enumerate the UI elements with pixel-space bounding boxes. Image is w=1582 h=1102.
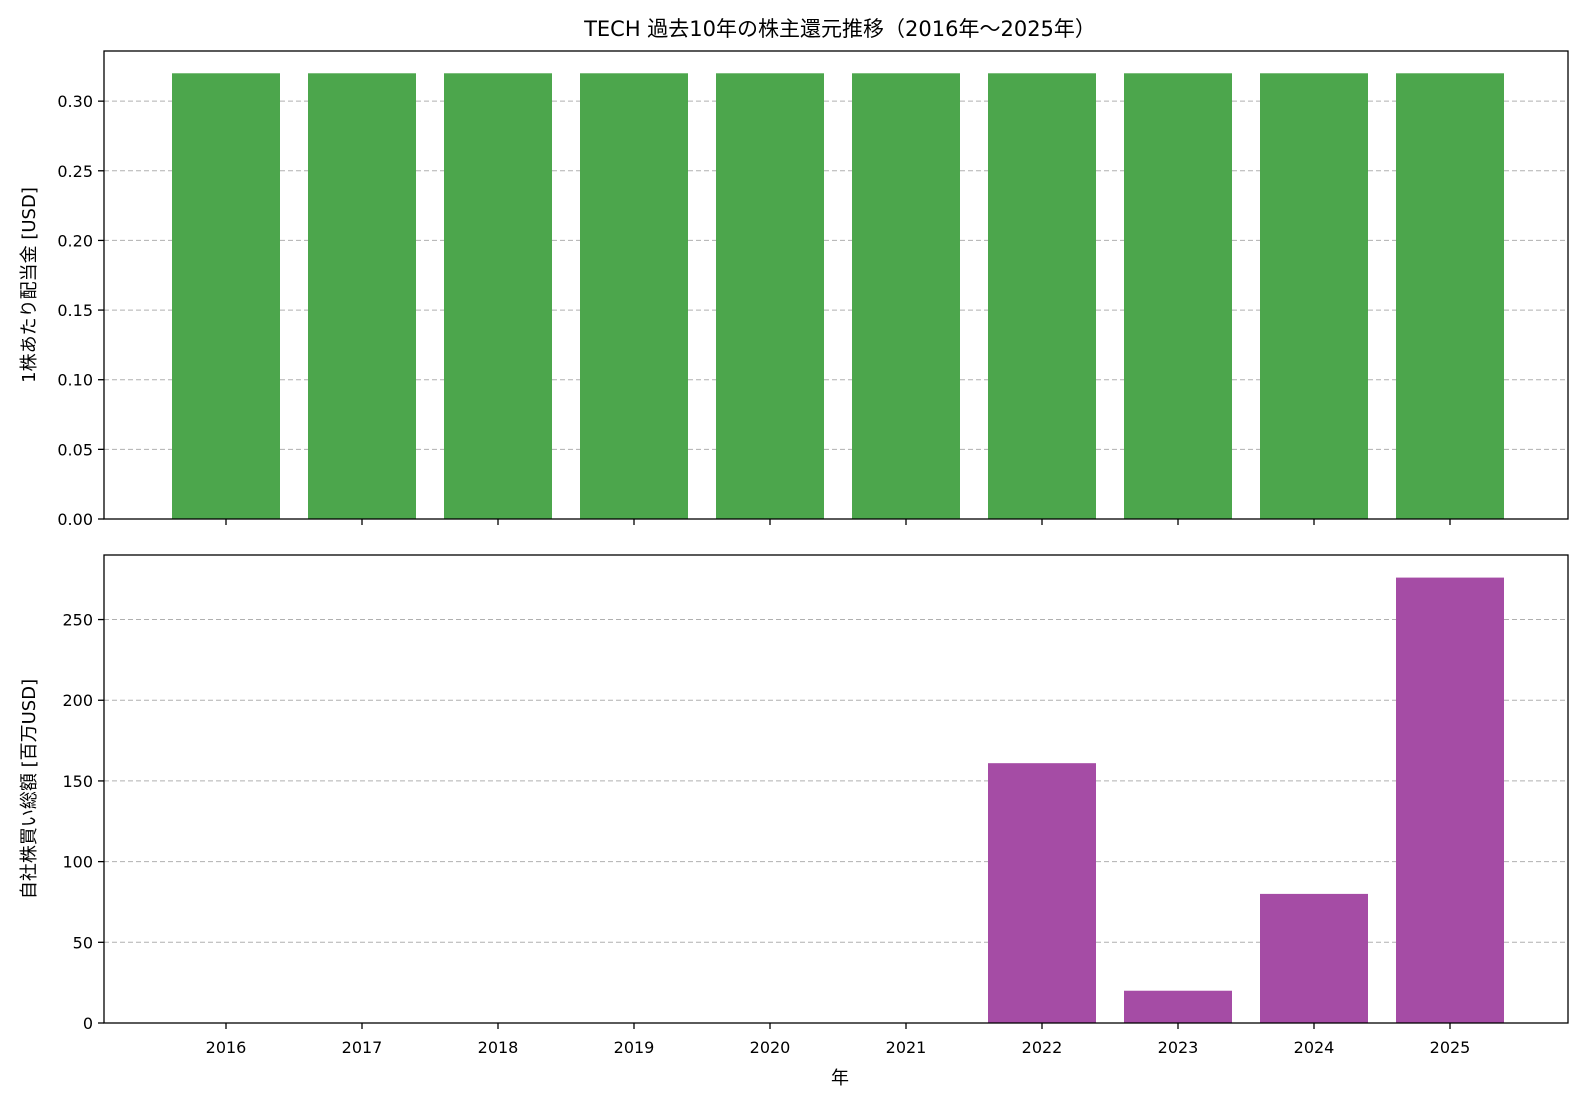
dividend-ytick-label: 0.20 — [57, 231, 93, 250]
xtick-label-2023: 2023 — [1158, 1038, 1199, 1057]
dividend-ytick-label: 0.05 — [57, 440, 93, 459]
dividend-bar-2021 — [852, 73, 960, 520]
buyback-bar-2024 — [1260, 893, 1368, 1023]
dividend-bar-2018 — [444, 73, 552, 520]
buyback-ytick-label: 250 — [62, 611, 93, 630]
buyback-ytick-label: 200 — [62, 691, 93, 710]
xtick-label-2021: 2021 — [886, 1038, 927, 1057]
buyback-plot-frame — [103, 554, 1569, 1024]
xtick-label-2020: 2020 — [750, 1038, 791, 1057]
buyback-panel: 0 50 100 150 200 250 2016 2017 2018 2019 2020 2021 2… — [19, 554, 1569, 1057]
xtick-label-2024: 2024 — [1294, 1038, 1335, 1057]
dividend-panel: 0.00 0.05 0.10 0.15 0.20 0.25 0.30 1株あたり配当金 [US… — [19, 50, 1569, 529]
chart-title: TECH 過去10年の株主還元推移（2016年〜2025年） — [583, 17, 1096, 41]
dividend-bar-2020 — [716, 73, 824, 520]
buyback-y-axis-label: 自社株買い総額 [百万USD] — [19, 679, 40, 899]
buyback-ytick-label: 100 — [62, 853, 93, 872]
dividend-y-axis-label: 1株あたり配当金 [USD] — [19, 187, 40, 383]
dividend-bar-2023 — [1124, 73, 1232, 520]
dividend-bar-2019 — [580, 73, 688, 520]
dividend-bar-2022 — [988, 73, 1096, 520]
dividend-ytick-label: 0.30 — [57, 92, 93, 111]
dividend-bar-2016 — [172, 73, 280, 520]
dividend-ytick-label: 0.25 — [57, 162, 93, 181]
xtick-label-2018: 2018 — [478, 1038, 519, 1057]
dividend-plot-frame — [103, 50, 1569, 520]
dividend-ytick-label: 0.10 — [57, 371, 93, 390]
buyback-bar-2025 — [1396, 577, 1504, 1023]
dividend-bar-2017 — [308, 73, 416, 520]
xtick-label-2017: 2017 — [342, 1038, 383, 1057]
xtick-label-2016: 2016 — [206, 1038, 247, 1057]
xtick-label-2025: 2025 — [1430, 1038, 1471, 1057]
dividend-ytick-label: 0.15 — [57, 301, 93, 320]
x-axis-label: 年 — [831, 1068, 849, 1089]
buyback-bar-2023 — [1124, 990, 1232, 1023]
dividend-ytick-label: 0.00 — [57, 510, 93, 529]
dividend-bar-2025 — [1396, 73, 1504, 520]
buyback-ytick-label: 50 — [73, 933, 93, 952]
dividend-bar-2024 — [1260, 73, 1368, 520]
xtick-label-2022: 2022 — [1022, 1038, 1063, 1057]
xtick-label-2019: 2019 — [614, 1038, 655, 1057]
buyback-ytick-label: 150 — [62, 772, 93, 791]
buyback-bar-2022 — [988, 763, 1096, 1023]
buyback-ytick-label: 0 — [83, 1014, 93, 1033]
